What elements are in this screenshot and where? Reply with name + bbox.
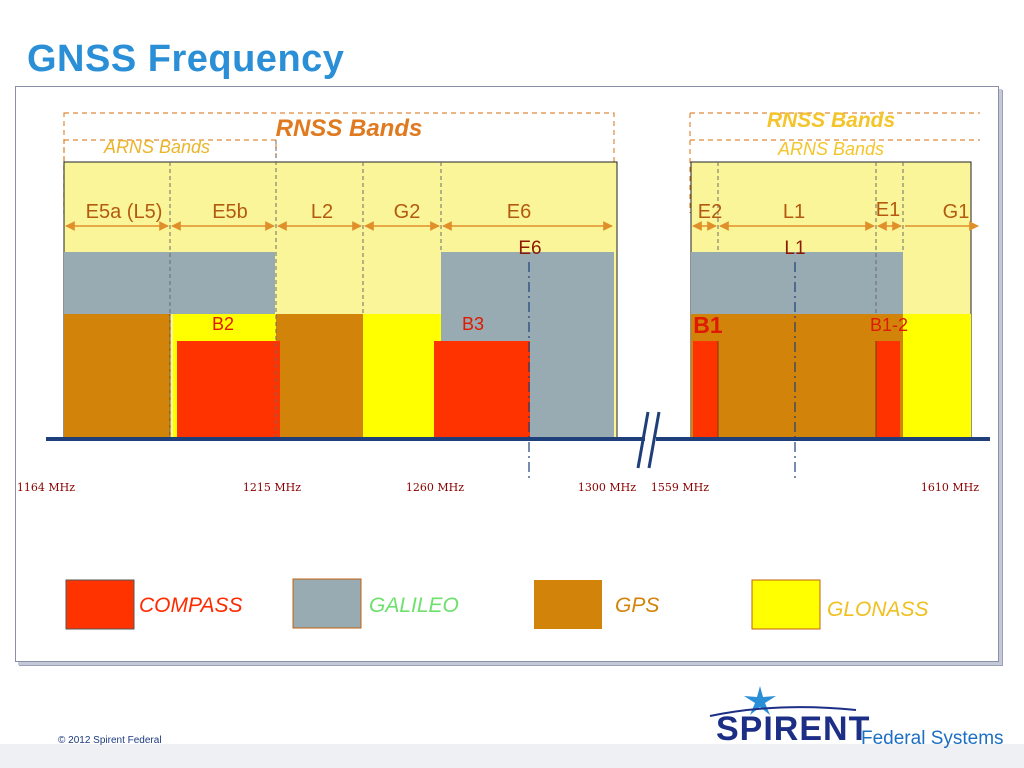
legend-label-gps: GPS	[615, 594, 659, 617]
freq-label: 1215 MHz	[243, 481, 301, 494]
gps-l1-block	[691, 314, 903, 438]
e6-marker-label: E6	[518, 238, 541, 259]
legend-swatch-gps	[534, 580, 602, 629]
freq-label: 1610 MHz	[921, 481, 979, 494]
arns-label-right: ARNS Bands	[777, 139, 884, 159]
legend-label-compass: COMPASS	[139, 594, 242, 617]
spirent-star-icon	[744, 686, 776, 715]
band-label-e5a: E5a (L5)	[86, 201, 163, 223]
spirent-logo-text: SPIRENT	[716, 710, 871, 748]
band-label-g1: G1	[943, 201, 970, 223]
freq-label: 1164 MHz	[17, 481, 75, 494]
legend-label-glonass: GLONASS	[827, 598, 929, 621]
rnss-region-left	[63, 112, 615, 214]
band-label-l2: L2	[311, 201, 333, 223]
band-label-e5b: E5b	[212, 201, 248, 223]
arns-label-left: ARNS Bands	[103, 137, 210, 157]
freq-label: 1260 MHz	[406, 481, 464, 494]
rnss-label-right: RNSS Bands	[767, 109, 895, 132]
band-label-e2: E2	[698, 201, 722, 223]
legend-swatch-glonass	[751, 579, 821, 630]
compass-b1-block	[693, 341, 718, 438]
rnss-label-left: RNSS Bands	[276, 115, 423, 142]
legend-label-galileo: GALILEO	[369, 594, 459, 617]
legend-swatch-compass	[65, 579, 135, 630]
logo-swoosh	[709, 706, 857, 717]
compass-b3-block	[434, 341, 530, 438]
legend: COMPASS GALILEO GPS GLONASS	[65, 578, 929, 630]
compass-label-b1-2: B1-2	[870, 315, 908, 335]
band-label-g2: G2	[394, 201, 421, 223]
freq-label: 1300 MHz	[578, 481, 636, 494]
freq-label: 1559 MHz	[651, 481, 709, 494]
galileo-l1-block	[691, 252, 903, 314]
glonass-g2-block	[363, 314, 441, 438]
band-label-l1: L1	[783, 201, 805, 223]
band-separators	[169, 140, 904, 438]
gps-l2-block	[276, 314, 363, 438]
compass-b1-2-block	[876, 341, 900, 438]
compass-label-b1: B1	[693, 312, 723, 338]
gps-l5-block	[64, 314, 170, 438]
footer-bar	[0, 744, 1024, 768]
axis-break-icon	[636, 411, 661, 469]
compass-label-b3: B3	[462, 314, 484, 334]
l1-marker-label: L1	[784, 238, 805, 259]
glonass-g1-block	[903, 314, 971, 438]
copyright-text: © 2012 Spirent Federal	[58, 735, 162, 746]
spirent-logo-subtitle: Federal Systems	[861, 728, 1004, 749]
page-title: GNSS Frequency	[27, 38, 345, 80]
compass-b2-block	[177, 341, 280, 438]
band-label-e1: E1	[876, 199, 900, 221]
compass-label-b2: B2	[212, 314, 234, 334]
legend-swatch-galileo	[292, 578, 362, 629]
band-label-e6: E6	[507, 201, 531, 223]
